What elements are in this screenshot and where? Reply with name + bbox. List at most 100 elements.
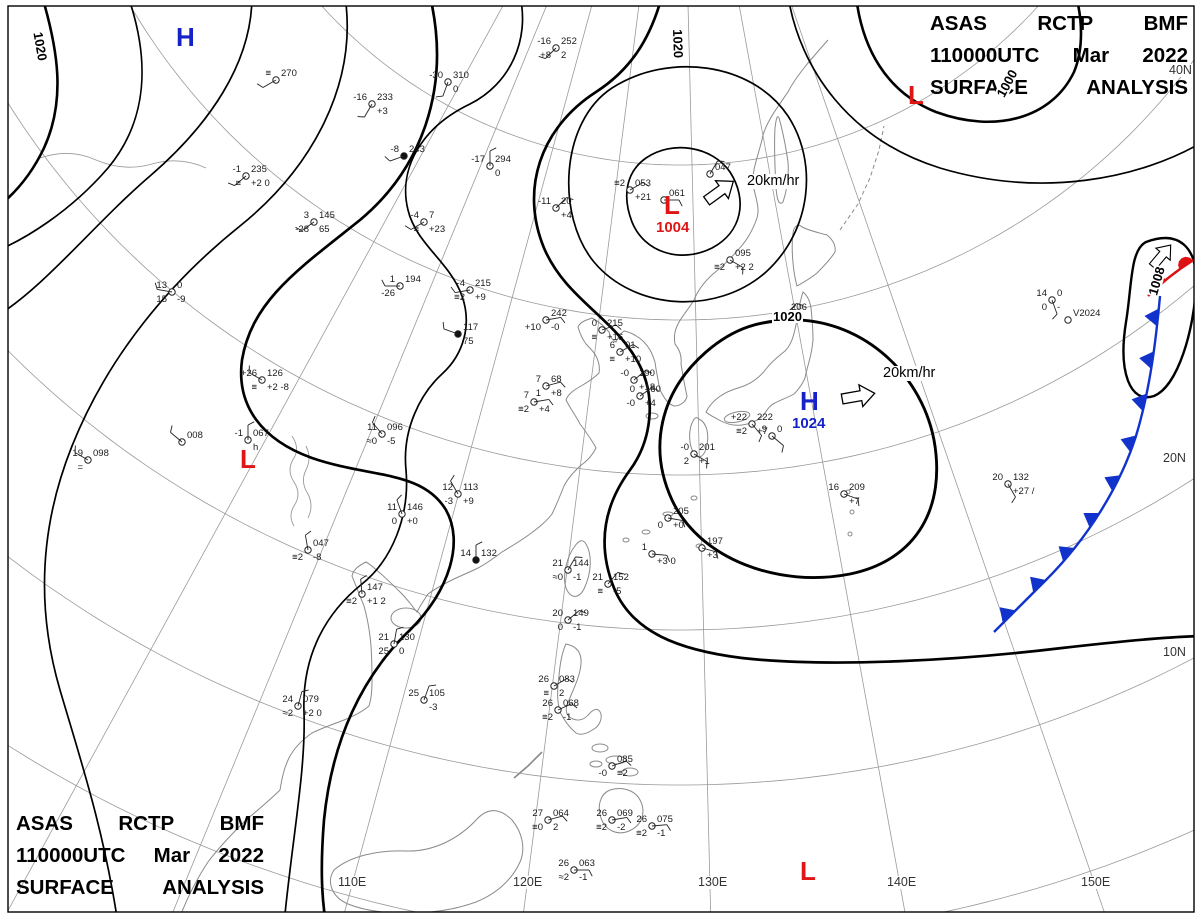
wind-barb bbox=[611, 760, 627, 767]
isobar bbox=[625, 146, 741, 256]
station-value-br: 65 bbox=[319, 224, 330, 235]
wind-barb-tick bbox=[666, 824, 671, 831]
station-plot: 26 063 ≈2 -1 bbox=[558, 858, 594, 883]
station-plot: 11 096 ≈0 -5 bbox=[367, 415, 403, 447]
station-value-br: h bbox=[253, 442, 258, 453]
station-value-tl: 7 bbox=[536, 374, 541, 385]
pressure-center-L: L bbox=[908, 80, 924, 110]
isobar bbox=[8, 6, 143, 247]
wind-barb bbox=[619, 344, 634, 353]
wind-barb bbox=[651, 824, 667, 827]
station-value-br: -8 bbox=[313, 552, 321, 563]
station-value-br: -1 bbox=[657, 828, 665, 839]
station-value-tr: 270 bbox=[281, 68, 297, 79]
station-value-br: +2 0 bbox=[251, 178, 270, 189]
station-value-br: +3 0 bbox=[657, 556, 676, 567]
station-value-bl: 25 bbox=[378, 646, 389, 657]
station-value-br: -5 bbox=[387, 436, 395, 447]
wind-barb bbox=[170, 432, 183, 443]
movement-arrow bbox=[840, 383, 876, 408]
station-plot: 0 160 -0 +4 bbox=[627, 384, 661, 409]
station-value-bl: ≡2 bbox=[736, 426, 747, 437]
station-plot: 24 079 ≈2 +2 0 bbox=[282, 689, 322, 719]
station-plot: -11 20 +4 bbox=[538, 196, 574, 221]
station-value-tr: 132 bbox=[1013, 472, 1029, 483]
isobar-value-label: 1020 bbox=[670, 28, 687, 60]
wind-barb bbox=[297, 691, 303, 707]
station-plot: 25 105 -3 bbox=[408, 684, 445, 713]
station-value-tr: 68 bbox=[551, 374, 562, 385]
isobar bbox=[284, 6, 524, 912]
station-value-tl: -16 bbox=[537, 36, 551, 47]
wind-barb bbox=[234, 175, 247, 186]
station-value-tr: 144 bbox=[573, 558, 589, 569]
station-value-tl: 16 bbox=[828, 482, 839, 493]
meridian-110E bbox=[344, 6, 593, 912]
ryukyu-island-5 bbox=[622, 537, 630, 543]
station-plot: 26 068 ≡2 -1 bbox=[542, 698, 579, 723]
ryukyu-island-2 bbox=[641, 529, 651, 535]
station-value-br: +1 2 bbox=[367, 596, 386, 607]
wind-barb-tick bbox=[1011, 496, 1016, 504]
station-value-bl: ≡0 bbox=[532, 822, 543, 833]
wind-barb bbox=[633, 370, 646, 381]
station-value-tr: 205 bbox=[673, 506, 689, 517]
station-plot: 1 194 -26 bbox=[381, 274, 421, 299]
station-plot: 26 075 ≡2 -1 bbox=[636, 814, 673, 839]
wind-barb-tick bbox=[256, 83, 264, 88]
wind-barb-tick bbox=[305, 530, 312, 536]
title-line-2: 110000UTC Mar 2022 bbox=[16, 844, 264, 867]
station-value-tr: 235 bbox=[251, 164, 267, 175]
isobar bbox=[43, 6, 349, 912]
movement-speed-label: 20km/hr bbox=[882, 365, 937, 381]
latitude-label: 20N bbox=[1162, 451, 1187, 465]
meridian-90E bbox=[8, 6, 504, 912]
cold-front-symbol bbox=[1144, 308, 1159, 327]
station-value-br: +4 bbox=[561, 210, 572, 221]
wind-barb bbox=[389, 155, 405, 162]
station-plot: 7 ≡2 +4 bbox=[518, 390, 554, 415]
wind-barb-tick bbox=[560, 317, 566, 324]
wind-barb bbox=[301, 221, 315, 231]
station-plot: 085 -0 ≡2 bbox=[599, 754, 633, 779]
station-value-tr: 194 bbox=[405, 274, 421, 285]
wind-barb bbox=[450, 480, 459, 495]
wind-barb bbox=[553, 678, 568, 687]
station-plot: -0 190 +18 bbox=[621, 368, 656, 393]
wind-barb bbox=[771, 435, 784, 446]
wind-barb-tick bbox=[301, 689, 309, 692]
meridian-150E bbox=[791, 6, 1105, 912]
station-plot: -1 235 ≡ +2 0 bbox=[227, 164, 270, 189]
wind-barb-tick bbox=[381, 279, 386, 287]
parallel-50N bbox=[321, 6, 1039, 166]
station-plot: -1 067 h bbox=[235, 421, 269, 453]
parallel-40N bbox=[130, 6, 1194, 321]
station-value-br: +2 2 bbox=[735, 262, 754, 273]
station-plot: 12 113 -3 +9 bbox=[442, 474, 478, 507]
station-value-bl: 0 bbox=[392, 516, 397, 527]
station-value-tr: 008 bbox=[187, 430, 203, 441]
station-value-tl: 1 bbox=[642, 542, 647, 553]
station-value-tr: 098 bbox=[93, 448, 109, 459]
wind-barb-tick bbox=[548, 399, 554, 406]
station-value-tr: 233 bbox=[377, 92, 393, 103]
station-value-br: +2 -8 bbox=[267, 382, 289, 393]
station-value-br: -1 bbox=[579, 872, 587, 883]
station-value-tr: 01 bbox=[625, 340, 636, 351]
station-value-tl: 21 bbox=[592, 572, 603, 583]
station-plot: V2024 bbox=[1064, 308, 1100, 324]
station-plot: 095 ≡2 +2 2 bbox=[714, 248, 754, 275]
station-value-tr: 149 bbox=[573, 608, 589, 619]
station-value-tl: 26 bbox=[538, 674, 549, 685]
isobar-value-label: 1020 bbox=[772, 309, 803, 324]
station-value-tl: 11 bbox=[387, 502, 397, 513]
station-value-tl: +26 bbox=[241, 368, 257, 379]
station-value-br: -1 bbox=[573, 622, 581, 633]
station-value-bl: ≡2 bbox=[518, 404, 529, 415]
station-value-bl: ≡ bbox=[609, 354, 615, 365]
wind-barb-tick bbox=[781, 445, 784, 453]
station-value-tr: 096 bbox=[387, 422, 403, 433]
